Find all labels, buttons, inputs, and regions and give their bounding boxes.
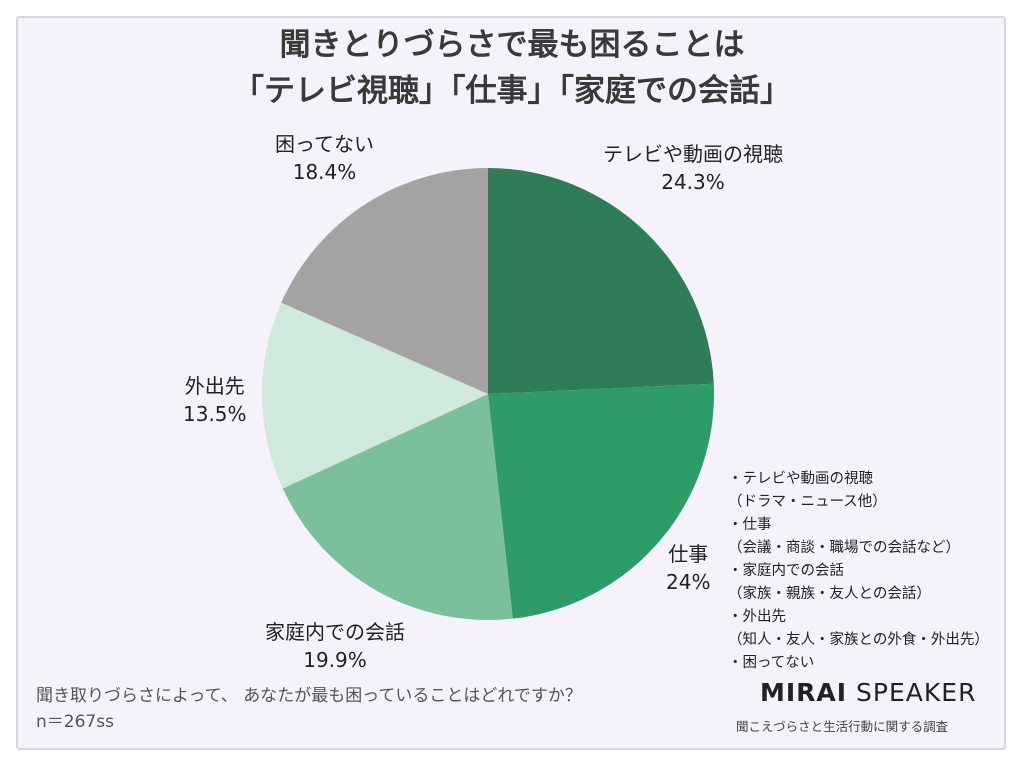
slice-label-none: 困ってない 18.4% [275,130,374,186]
note-line: ・外出先 [728,609,786,625]
slice-outside [262,302,488,489]
slice-label-tv: テレビや動画の視聴 24.3% [603,140,783,196]
slice-label-none-value: 18.4% [292,160,357,184]
title-line-1: 聞きとりづらさで最も困ることは [279,27,745,63]
slice-label-outside-value: 13.5% [183,402,247,426]
slice-tv [488,168,714,394]
brand-logo: MIRAI SPEAKER [760,678,976,707]
brand-strong: MIRAI [760,678,848,707]
slice-home [282,394,513,620]
slice-none [281,168,488,394]
category-notes: ・テレビや動画の視聴 （ドラマ・ニュース他） ・仕事 （会議・商談・職場での会話… [728,468,989,675]
slice-label-tv-name: テレビや動画の視聴 [603,142,783,166]
brand-light: SPEAKER [856,678,977,707]
note-line: （家族・親族・友人との会話） [728,586,931,602]
slice-label-outside-name: 外出先 [184,374,245,398]
note-line: （ドラマ・ニュース他） [728,494,887,510]
title-line-2: 「テレビ視聴」「仕事」「家庭での会話」 [233,73,791,109]
slice-work [488,383,714,619]
chart-title: 聞きとりづらさで最も困ることは 「テレビ視聴」「仕事」「家庭での会話」 [0,22,1024,114]
slice-label-tv-value: 24.3% [661,170,725,194]
slice-label-work-value: 24% [666,570,711,594]
brand-subtitle: 聞こえづらさと生活行動に関する調査 [736,719,949,734]
note-line: ・テレビや動画の視聴 [728,471,873,487]
note-line: （会議・商談・職場での会話など） [728,540,960,556]
note-line: ・困ってない [728,655,815,671]
note-line: ・仕事 [728,517,772,533]
slice-label-work-name: 仕事 [668,542,709,566]
slice-label-work: 仕事 24% [666,540,710,596]
slice-label-home-name: 家庭内での会話 [265,620,405,644]
slice-label-home-value: 19.9% [303,648,367,672]
note-line: ・家庭内での会話 [728,563,844,579]
slice-label-home: 家庭内での会話 19.9% [265,618,405,674]
slice-label-outside: 外出先 13.5% [183,372,247,428]
slice-label-none-name: 困ってない [275,132,374,156]
survey-question: 聞き取りづらさによって、 あなたが最も困っていることはどれですか？ n＝267s… [36,683,582,735]
sample-size: n＝267ss [36,712,114,732]
question-text: 聞き取りづらさによって、 あなたが最も困っていることはどれですか？ [36,686,582,706]
note-line: （知人・友人・家族との外食・外出先） [728,632,989,648]
